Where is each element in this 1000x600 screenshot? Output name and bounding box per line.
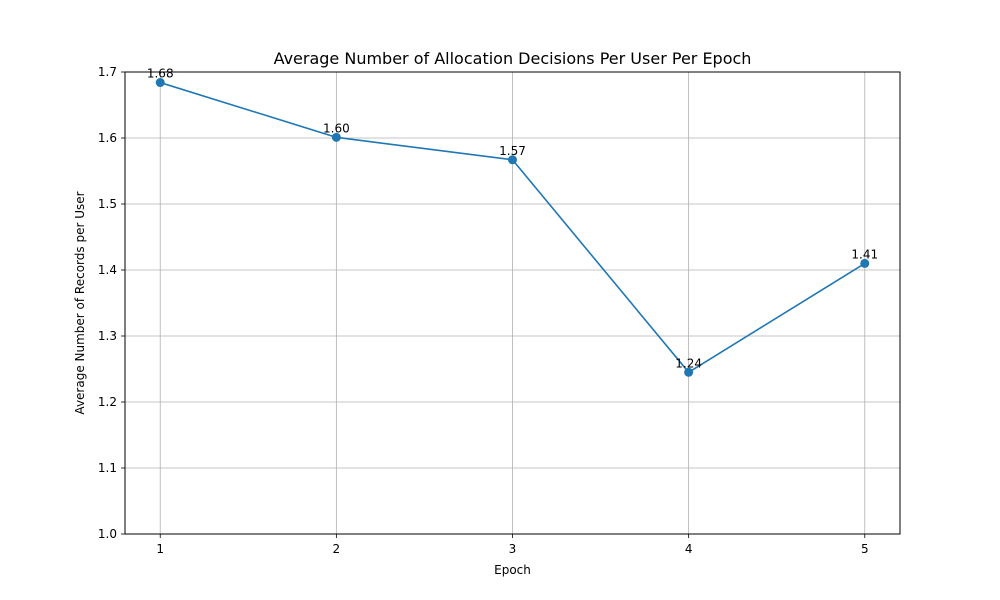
chart-title: Average Number of Allocation Decisions P… — [274, 49, 752, 68]
x-tick-label: 5 — [861, 542, 869, 556]
y-tick-label: 1.3 — [98, 329, 117, 343]
data-point-label: 1.60 — [323, 121, 350, 135]
data-point-marker — [155, 78, 165, 88]
y-axis-title: Average Number of Records per User — [73, 191, 87, 414]
y-tick-label: 1.5 — [98, 197, 117, 211]
x-axis-ticks: 1 2 3 4 5 — [156, 534, 869, 556]
data-point-label: 1.41 — [851, 247, 878, 261]
y-tick-label: 1.2 — [98, 395, 117, 409]
x-tick-label: 1 — [156, 542, 164, 556]
y-axis-ticks: 1.0 1.1 1.2 1.3 1.4 1.5 1.6 1.7 — [98, 65, 125, 541]
y-tick-label: 1.7 — [98, 65, 117, 79]
data-point-label: 1.57 — [499, 144, 526, 158]
x-tick-label: 3 — [509, 542, 517, 556]
x-tick-label: 2 — [333, 542, 341, 556]
series-layer: 1.68 1.60 1.57 1.24 1.41 — [147, 67, 878, 377]
data-point-marker — [331, 132, 341, 142]
x-tick-label: 4 — [685, 542, 693, 556]
data-point-marker — [684, 367, 694, 377]
y-tick-label: 1.0 — [98, 527, 117, 541]
data-point-label: 1.68 — [147, 67, 174, 81]
data-point-marker — [860, 258, 870, 268]
y-tick-label: 1.4 — [98, 263, 117, 277]
y-tick-label: 1.1 — [98, 461, 117, 475]
data-point-label: 1.24 — [675, 356, 702, 370]
y-tick-label: 1.6 — [98, 131, 117, 145]
x-axis-title: Epoch — [494, 563, 531, 577]
data-point-marker — [508, 155, 517, 165]
